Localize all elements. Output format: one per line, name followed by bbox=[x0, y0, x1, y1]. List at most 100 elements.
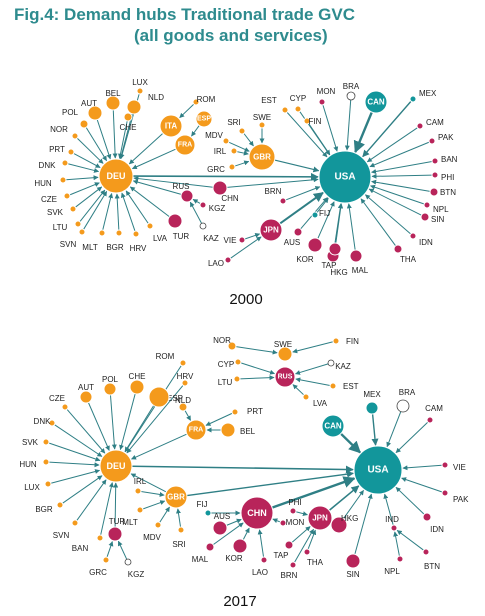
node-cyp bbox=[234, 358, 242, 366]
node-esp bbox=[178, 402, 188, 412]
edge-vie-to-usa bbox=[402, 464, 443, 471]
node-nld bbox=[148, 386, 170, 408]
node-bgr bbox=[56, 501, 64, 509]
node-can bbox=[321, 414, 345, 438]
node-irl bbox=[134, 487, 142, 495]
node-phi bbox=[289, 507, 297, 515]
node-label-prt: PRT bbox=[49, 145, 65, 154]
node-label-tap: TAP bbox=[322, 261, 337, 270]
node-fij bbox=[311, 211, 319, 219]
edge-sin-to-usa bbox=[368, 188, 422, 216]
edge-bra-to-usa bbox=[344, 99, 352, 151]
edge-mal-to-usa bbox=[346, 203, 356, 251]
node-nor bbox=[71, 132, 79, 140]
edge-mex-to-usa bbox=[362, 100, 412, 158]
node-sin bbox=[345, 553, 361, 569]
edge-tap-to-usa bbox=[335, 203, 344, 244]
node-dnk bbox=[48, 419, 56, 427]
edge-est-to-usa bbox=[286, 111, 328, 158]
edge-gbr-to-usa bbox=[186, 470, 354, 497]
edge-irl-to-gbr bbox=[140, 490, 165, 497]
node-gbr bbox=[164, 485, 188, 509]
node-label-aut: AUT bbox=[81, 99, 97, 108]
edge-mon-to-chn bbox=[272, 518, 281, 524]
figure-title-line-1: Fig.4: Demand hubs Traditional trade GVC bbox=[14, 5, 355, 24]
edge-kgz-to-tur bbox=[117, 540, 128, 560]
node-label-sri: SRI bbox=[172, 540, 185, 549]
edge-grc-to-tur bbox=[106, 541, 114, 558]
node-svn bbox=[78, 228, 86, 236]
node-fin bbox=[303, 117, 311, 125]
node-label-lao: LAO bbox=[208, 259, 224, 268]
node-label-fin: FIN bbox=[346, 337, 359, 346]
edge-cze-to-deu bbox=[66, 408, 106, 454]
node-label-lva: LVA bbox=[153, 234, 168, 243]
node-label-brn: BRN bbox=[265, 187, 282, 196]
node-label-vie: VIE bbox=[224, 236, 237, 245]
node-rus bbox=[274, 366, 296, 388]
edge-pak-to-usa bbox=[369, 141, 430, 168]
node-label-ltu: LTU bbox=[53, 223, 68, 232]
node-label-chn: CHN bbox=[221, 194, 239, 203]
edge-mdv-to-gbr bbox=[159, 506, 170, 523]
node-label-mal: MAL bbox=[352, 266, 369, 275]
node-label-idn: IDN bbox=[419, 238, 433, 247]
node-aus bbox=[212, 520, 228, 536]
node-vie bbox=[238, 236, 246, 244]
edge-jpn-to-usa bbox=[328, 485, 360, 511]
node-brn bbox=[289, 561, 297, 569]
edge-kaz-to-rus bbox=[189, 201, 203, 224]
edge-aut-to-deu bbox=[96, 119, 112, 160]
node-tur bbox=[107, 526, 123, 542]
node-mal bbox=[205, 542, 215, 552]
node-hrv bbox=[132, 230, 140, 238]
edge-hkg-to-usa bbox=[343, 489, 364, 519]
edge-lux-to-deu bbox=[50, 469, 101, 484]
node-fra bbox=[174, 134, 196, 156]
node-lao bbox=[224, 256, 232, 264]
node-label-svk: SVK bbox=[22, 438, 39, 447]
node-swe bbox=[258, 121, 266, 129]
node-label-pol: POL bbox=[62, 108, 79, 117]
node-gbr bbox=[248, 143, 276, 171]
node-label-ban: BAN bbox=[72, 544, 89, 553]
edge-lva-to-rus bbox=[292, 384, 305, 396]
year-label-2000: 2000 bbox=[229, 291, 262, 308]
edge-cam-to-usa bbox=[395, 421, 429, 454]
edge-deu-to-usa bbox=[131, 465, 354, 474]
node-label-kgz: KGZ bbox=[128, 570, 145, 579]
edge-mex-to-usa bbox=[371, 413, 379, 446]
node-label-ban: BAN bbox=[441, 155, 458, 164]
node-label-cze: CZE bbox=[49, 394, 65, 403]
node-jpn bbox=[307, 505, 333, 531]
node-label-mon: MON bbox=[317, 87, 336, 96]
node-jpn bbox=[259, 218, 283, 242]
node-nld bbox=[126, 99, 142, 115]
node-label-swe: SWE bbox=[253, 113, 271, 122]
node-rom bbox=[192, 98, 200, 106]
node-label-mex: MEX bbox=[419, 89, 437, 98]
edge-fra-to-deu bbox=[131, 148, 177, 170]
edge-aut-to-deu bbox=[87, 402, 110, 451]
node-label-fin: FIN bbox=[309, 117, 322, 126]
edge-fin-to-swe bbox=[292, 341, 334, 354]
node-tap bbox=[284, 540, 294, 550]
node-label-usa: USA bbox=[367, 465, 388, 476]
node-label-pak: PAK bbox=[453, 495, 469, 504]
node-label-can: CAN bbox=[324, 422, 342, 431]
node-label-bra: BRA bbox=[399, 388, 416, 397]
edge-nld-to-deu bbox=[119, 113, 133, 160]
node-bra bbox=[396, 399, 410, 413]
node-label-rom: ROM bbox=[156, 352, 175, 361]
node-ban bbox=[96, 534, 104, 542]
node-label-nld: NLD bbox=[175, 396, 191, 405]
node-label-idn: IDN bbox=[430, 525, 444, 534]
node-mal bbox=[349, 249, 363, 263]
node-label-kor: KOR bbox=[225, 554, 243, 563]
node-label-irl: IRL bbox=[134, 477, 147, 486]
edge-hrv-to-deu bbox=[120, 192, 136, 232]
edge-cyp-to-rus bbox=[240, 362, 275, 375]
node-prt bbox=[231, 408, 239, 416]
edge-svk-to-deu bbox=[75, 186, 103, 208]
